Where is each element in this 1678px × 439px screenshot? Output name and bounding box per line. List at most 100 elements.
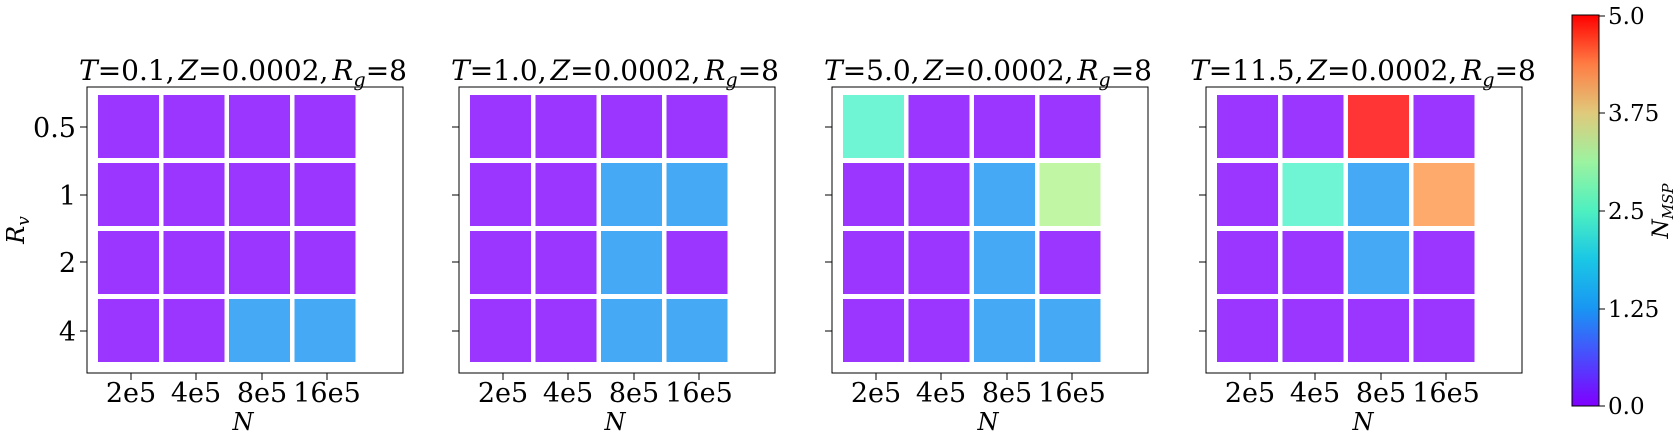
panel-1-ytick-label: 4 <box>59 317 76 348</box>
colorbar-tick-label: 2.5 <box>1608 199 1645 225</box>
heatmap-cell <box>1413 231 1475 294</box>
heatmap-cell <box>601 95 662 158</box>
heatmap-cell <box>470 299 531 362</box>
heatmap-cell <box>163 299 225 362</box>
panel-2: T=1.0, Z=0.0002, Rg=8 2e5 4e5 8e5 16e5 N <box>451 54 779 436</box>
heatmap-cell <box>163 163 225 226</box>
heatmap-cell <box>98 95 159 158</box>
heatmap-cell <box>1413 95 1475 158</box>
heatmap-cell <box>974 299 1035 362</box>
heatmap-cell <box>974 231 1035 294</box>
heatmap-cell <box>535 299 597 362</box>
heatmap-cell <box>1039 231 1101 294</box>
panel-2-xtick-label: 2e5 <box>478 378 528 409</box>
heatmap-cell <box>843 231 904 294</box>
heatmap-cell <box>908 231 970 294</box>
panel-2-title: T=1.0, Z=0.0002, Rg=8 <box>451 54 779 91</box>
heatmap-cell <box>1282 231 1344 294</box>
heatmap-cell <box>666 95 728 158</box>
panel-3-xtick-label: 8e5 <box>982 378 1032 409</box>
heatmap-cell <box>601 163 662 226</box>
panel-1: T=0.1, Z=0.0002, Rg=8 0.5 1 2 4 Rv 2e5 4e5… <box>2 54 407 436</box>
panel-1-ylabel: Rv <box>2 216 34 245</box>
panel-1-xtick-label: 2e5 <box>106 378 156 409</box>
heatmap-cell <box>1282 163 1344 226</box>
panel-3-cells <box>843 95 1101 362</box>
heatmap-cell <box>1413 299 1475 362</box>
panel-4-xtick-label: 4e5 <box>1290 378 1340 409</box>
colorbar: 5.0 3.75 2.5 1.25 0.0 NMSP <box>1571 4 1677 420</box>
heatmap-cell <box>666 163 728 226</box>
heatmap-cell <box>843 95 904 158</box>
heatmap-cell <box>1217 299 1278 362</box>
heatmap-cell <box>98 163 159 226</box>
heatmap-cell <box>98 231 159 294</box>
panel-1-cells <box>98 95 356 362</box>
heatmap-cell <box>470 231 531 294</box>
panel-4-xtick-label: 8e5 <box>1356 378 1406 409</box>
heatmap-cell <box>1217 231 1278 294</box>
panel-3: T=5.0, Z=0.0002, Rg=8 2e5 4e5 8e5 16e5 N <box>824 54 1152 436</box>
panel-1-frame <box>86 86 404 374</box>
heatmap-cell <box>1039 299 1101 362</box>
panel-2-xtick-label: 8e5 <box>609 378 659 409</box>
heatmap-cell <box>601 299 662 362</box>
panel-1-xtick-label: 16e5 <box>293 378 361 409</box>
heatmap-cell <box>294 299 356 362</box>
panel-3-xlabel: N <box>977 408 1000 436</box>
panel-4-xlabel: N <box>1352 408 1375 436</box>
panel-1-ytick-label: 1 <box>59 181 76 212</box>
heatmap-cell <box>1039 163 1101 226</box>
heatmap-cell <box>163 231 225 294</box>
heatmap-cell <box>908 163 970 226</box>
colorbar-tick-label: 5.0 <box>1608 4 1645 30</box>
panel-1-ytick-label: 0.5 <box>33 113 76 144</box>
panel-3-frame <box>831 86 1149 374</box>
heatmap-cell <box>1348 95 1409 158</box>
panel-1-xtick-label: 4e5 <box>171 378 221 409</box>
panel-4-title: T=11.5, Z=0.0002, Rg=8 <box>1190 54 1536 91</box>
panel-1-title: T=0.1, Z=0.0002, Rg=8 <box>79 54 407 91</box>
heatmap-cell <box>843 299 904 362</box>
colorbar-tick-label: 3.75 <box>1608 101 1659 127</box>
heatmap-cell <box>294 231 356 294</box>
heatmap-cell <box>1217 163 1278 226</box>
heatmap-cell <box>470 95 531 158</box>
heatmap-cell <box>229 95 290 158</box>
heatmap-cell <box>908 299 970 362</box>
heatmap-cell <box>470 163 531 226</box>
colorbar-gradient <box>1571 14 1600 407</box>
heatmap-cell <box>294 163 356 226</box>
panel-1-xlabel: N <box>232 408 255 436</box>
panel-4-xtick-label: 16e5 <box>1412 378 1480 409</box>
heatmap-cell <box>908 95 970 158</box>
panel-3-title: T=5.0, Z=0.0002, Rg=8 <box>824 54 1152 91</box>
heatmap-cell <box>535 231 597 294</box>
heatmap-cell <box>1039 95 1101 158</box>
heatmap-cell <box>1282 95 1344 158</box>
heatmap-cell <box>535 163 597 226</box>
panel-2-cells <box>470 95 728 362</box>
heatmap-cell <box>1217 95 1278 158</box>
heatmap-cell <box>601 231 662 294</box>
panel-3-xtick-label: 16e5 <box>1038 378 1106 409</box>
panel-4-xtick-label: 2e5 <box>1225 378 1275 409</box>
heatmap-cell <box>666 231 728 294</box>
colorbar-tick-label: 1.25 <box>1608 297 1659 323</box>
panel-2-xtick-label: 4e5 <box>543 378 593 409</box>
heatmap-cell <box>843 163 904 226</box>
panel-4-frame <box>1205 86 1523 374</box>
heatmap-cell <box>229 163 290 226</box>
heatmap-cell <box>666 299 728 362</box>
heatmap-cell <box>1348 231 1409 294</box>
heatmap-cell <box>1282 299 1344 362</box>
heatmap-cell <box>535 95 597 158</box>
heatmap-cell <box>229 299 290 362</box>
colorbar-tick-label: 0.0 <box>1608 394 1645 420</box>
heatmap-cell <box>974 95 1035 158</box>
heatmap-cell <box>294 95 356 158</box>
heatmap-cell <box>974 163 1035 226</box>
panel-2-xtick-label: 16e5 <box>665 378 733 409</box>
panel-1-ytick-label: 2 <box>59 248 76 279</box>
